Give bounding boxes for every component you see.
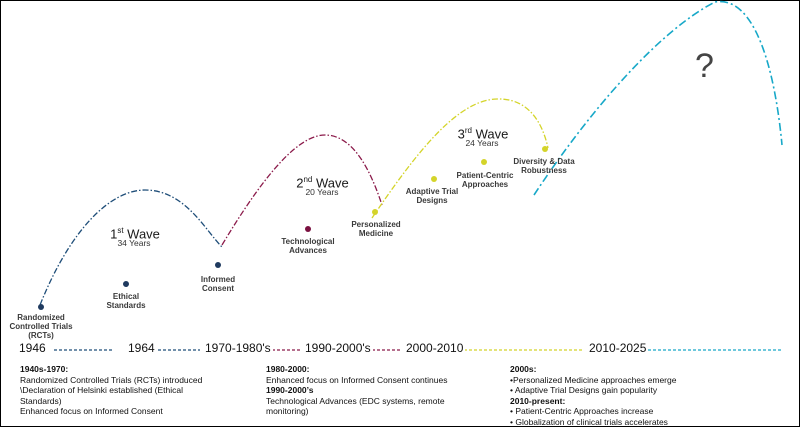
wave-3-word: Wave xyxy=(472,126,509,142)
timeline-label-1970s: 1970-1980's xyxy=(203,341,273,355)
desc-2-heading-1: 1980-2000: xyxy=(266,364,310,374)
milestone-label-patient: Patient-Centric Approaches xyxy=(456,171,514,189)
wave-1-arc xyxy=(39,189,223,306)
desc-1-heading: 1940s-1970: xyxy=(20,364,69,374)
timeline-label-1946: 1946 xyxy=(17,341,48,355)
milestone-dot-personalized xyxy=(372,209,378,215)
desc-3-heading-1: 2000s: xyxy=(510,364,537,374)
desc-1-line-3: Standards) xyxy=(20,395,62,406)
milestone-label-tech: Technological Advances xyxy=(281,237,335,255)
desc-2-line-1: Enhanced focus on Informed Consent conti… xyxy=(266,374,448,385)
desc-1-line-4: Enhanced focus on Informed Consent xyxy=(20,406,163,416)
wave-2-arc xyxy=(221,134,383,246)
description-block-1: 1940s-1970: Randomized Controlled Trials… xyxy=(20,364,260,417)
desc-1-line-2: \Declaration of Helsinki established (Et… xyxy=(20,385,183,395)
desc-3-heading-2: 2010-present: xyxy=(510,395,566,406)
wave-2-suffix: nd xyxy=(303,175,313,184)
wave-2-num: 2 xyxy=(296,175,304,191)
milestone-label-consent: Informed Consent xyxy=(200,275,236,293)
wave-1-title: 1st Wave xyxy=(105,224,165,241)
milestone-dot-diversity xyxy=(542,146,548,152)
desc-3-line-2: • Adaptive Trial Designs gain popularity xyxy=(510,385,658,395)
milestone-dot-rcts xyxy=(38,304,44,310)
timeline-label-1964: 1964 xyxy=(126,341,157,355)
timeline-label-2010s: 2010-2025 xyxy=(587,341,649,355)
wave-4-arc xyxy=(533,0,783,196)
desc-3-line-3: • Patient-Centric Approaches increase xyxy=(510,406,654,416)
wave-3-suffix: rd xyxy=(464,126,472,135)
wave-3-years: 24 Years xyxy=(465,138,499,148)
description-block-2: 1980-2000: Enhanced focus on Informed Co… xyxy=(266,364,501,417)
desc-1-line-1: Randomized Controlled Trials (RCTs) intr… xyxy=(20,374,203,385)
milestone-label-diversity: Diversity & Data Robustness xyxy=(513,157,575,175)
wave-2-title: 2nd Wave xyxy=(290,173,355,190)
description-block-3: 2000s: •Personalized Medicine approaches… xyxy=(510,364,750,427)
future-wave-question: ? xyxy=(695,47,714,85)
wave-1-num: 1 xyxy=(110,226,118,242)
desc-2-line-3: monitoring) xyxy=(266,406,309,416)
milestone-dot-consent xyxy=(215,262,221,268)
milestone-label-rcts: Randomized Controlled Trials (RCTs) xyxy=(9,313,73,340)
desc-3-line-1: •Personalized Medicine approaches emerge xyxy=(510,374,677,385)
milestone-dot-patient xyxy=(481,159,487,165)
milestone-label-adaptive: Adaptive Trial Designs xyxy=(405,187,459,205)
milestone-dot-adaptive xyxy=(431,176,437,182)
wave-3-title: 3rd Wave xyxy=(452,124,514,141)
milestone-dot-ethical xyxy=(123,281,129,287)
timeline-label-2000s: 2000-2010 xyxy=(404,341,466,355)
wave-3-arc xyxy=(371,98,549,219)
wave-1-word: Wave xyxy=(123,226,160,242)
wave-1-years: 34 Years xyxy=(117,238,151,248)
timeline-label-1990s: 1990-2000's xyxy=(303,341,373,355)
milestone-label-personalized: Personalized Medicine xyxy=(351,220,401,238)
milestone-label-ethical: Ethical Standards xyxy=(106,292,146,310)
wave-2-years: 20 Years xyxy=(305,187,339,197)
wave-2-word: Wave xyxy=(312,175,349,191)
wave-3-num: 3 xyxy=(457,126,465,142)
wave-1-suffix: st xyxy=(117,226,124,235)
desc-2-line-2: Technological Advances (EDC systems, rem… xyxy=(266,395,445,406)
desc-2-heading-2: 1990-2000’s xyxy=(266,385,314,395)
milestone-dot-tech xyxy=(305,226,311,232)
desc-3-line-4: • Globalization of clinical trials accel… xyxy=(510,416,668,427)
